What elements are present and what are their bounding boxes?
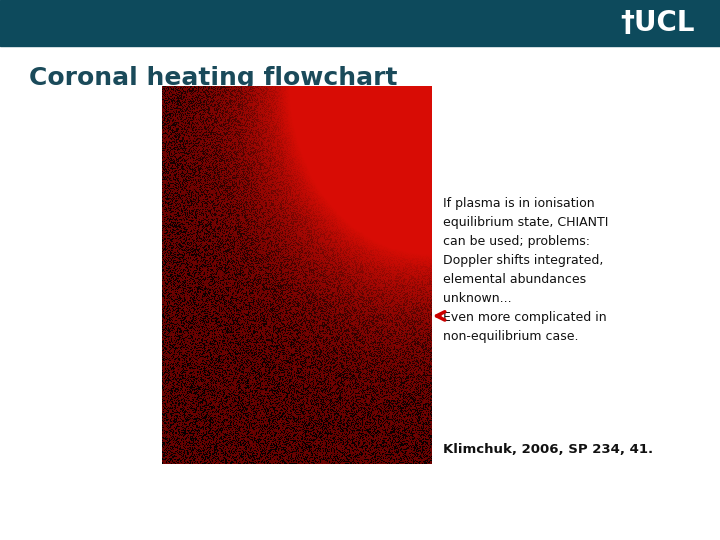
Text: †UCL: †UCL — [621, 9, 695, 37]
Text: Coronal heating flowchart: Coronal heating flowchart — [29, 66, 397, 90]
Text: Klimchuk, 2006, SP 234, 41.: Klimchuk, 2006, SP 234, 41. — [443, 443, 653, 456]
Text: If plasma is in ionisation
equilibrium state, CHIANTI
can be used; problems:
Dop: If plasma is in ionisation equilibrium s… — [443, 197, 608, 343]
Bar — [0, 0, 720, 46]
